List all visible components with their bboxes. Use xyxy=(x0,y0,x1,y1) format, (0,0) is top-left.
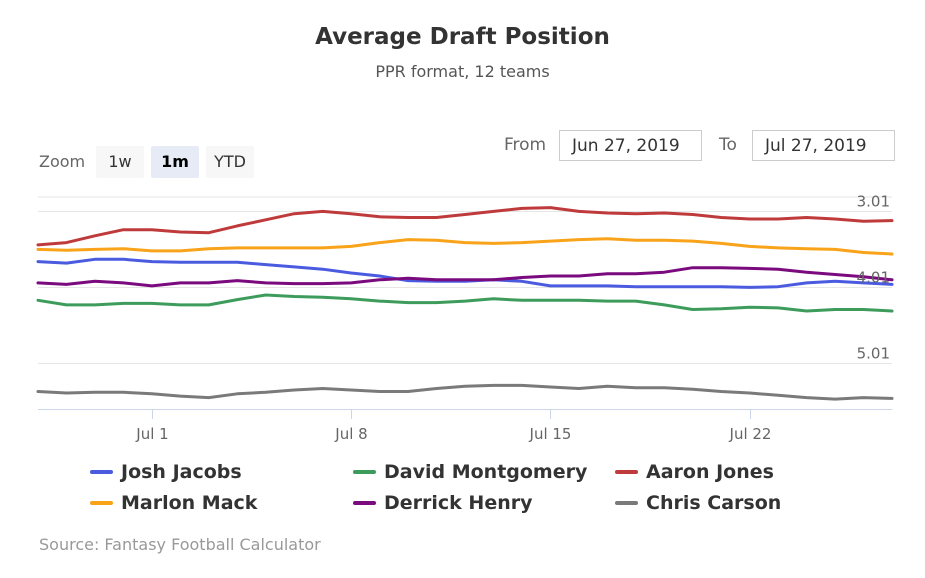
zoom-1m-button[interactable]: 1m xyxy=(151,146,199,178)
series-line-derrick-henry[interactable] xyxy=(36,266,894,288)
legend-label: Aaron Jones xyxy=(646,461,774,483)
legend-swatch xyxy=(615,501,638,505)
legend-swatch xyxy=(353,470,376,474)
zoom-label: Zoom xyxy=(39,152,86,171)
chart-subtitle: PPR format, 12 teams xyxy=(375,62,550,81)
to-date-input[interactable]: Jul 27, 2019 xyxy=(752,130,895,161)
legend-swatch xyxy=(615,470,638,474)
series-line-marlon-mack[interactable] xyxy=(36,237,894,256)
y-tick-label: 3.01 xyxy=(857,193,890,211)
chart-title: Average Draft Position xyxy=(315,24,610,50)
x-tick-label: Jul 22 xyxy=(729,425,772,443)
series-line-aaron-jones[interactable] xyxy=(36,206,894,247)
x-tick-label: Jul 1 xyxy=(135,425,168,443)
x-tick-label: Jul 15 xyxy=(529,425,572,443)
zoom-ytd-button[interactable]: YTD xyxy=(206,146,254,178)
y-tick-label: 4.01 xyxy=(857,269,890,287)
y-tick-label: 5.01 xyxy=(857,345,890,363)
x-tick-label: Jul 8 xyxy=(334,425,367,443)
legend-swatch xyxy=(90,470,113,474)
series-line-chris-carson[interactable] xyxy=(36,383,894,401)
legend-label: Chris Carson xyxy=(646,492,782,514)
source-credit: Source: Fantasy Football Calculator xyxy=(39,535,321,554)
legend-label: David Montgomery xyxy=(384,461,588,483)
legend-label: Marlon Mack xyxy=(121,492,258,514)
to-label: To xyxy=(719,135,737,155)
legend-label: Josh Jacobs xyxy=(121,461,242,483)
from-label: From xyxy=(504,135,547,155)
series-line-david-montgomery[interactable] xyxy=(36,293,894,313)
legend-swatch xyxy=(90,501,113,505)
legend-label: Derrick Henry xyxy=(384,492,533,514)
legend-swatch xyxy=(353,501,376,505)
from-date-input[interactable]: Jun 27, 2019 xyxy=(559,130,702,161)
zoom-1w-button[interactable]: 1w xyxy=(96,146,144,178)
